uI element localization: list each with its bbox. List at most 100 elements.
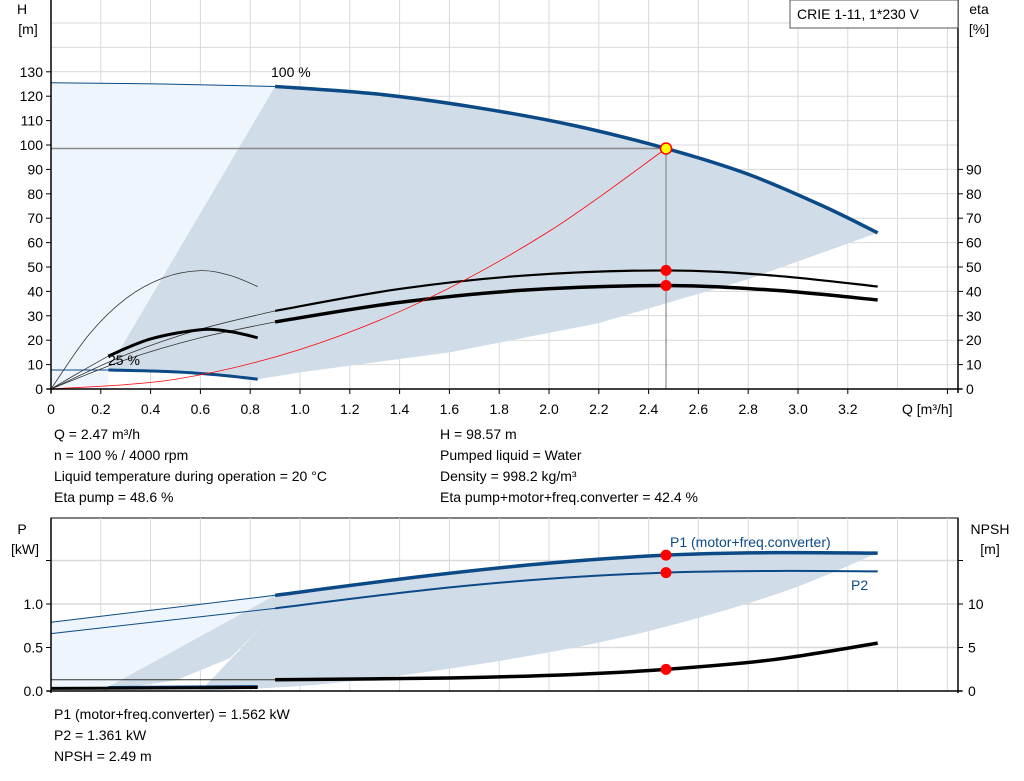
y-axis-unit-p: [kW] bbox=[11, 541, 39, 557]
info-head: H = 98.57 m bbox=[440, 426, 517, 442]
y-axis-label-eta: eta bbox=[969, 1, 989, 17]
info-liquid: Pumped liquid = Water bbox=[440, 447, 582, 463]
curve-eta-pump bbox=[274, 269, 878, 313]
curve-eta-pump-25-thin bbox=[50, 270, 258, 390]
y-tick-label-left: 100 bbox=[20, 137, 44, 153]
p1-series-label: P1 (motor+freq.converter) bbox=[670, 534, 831, 550]
x-tick-label: 1.0 bbox=[290, 401, 310, 417]
power-npsh-chart: 0.0 0.5 1.0 0 5 10 bbox=[24, 517, 984, 699]
x-tick-label: 3.2 bbox=[838, 401, 858, 417]
x-tick-label: 1.2 bbox=[340, 401, 360, 417]
info-npsh: NPSH = 2.49 m bbox=[54, 748, 152, 764]
y-tick-label-left: 70 bbox=[27, 210, 43, 226]
duty-point-eta-pump-marker bbox=[660, 264, 672, 276]
y-tick-label-right: 30 bbox=[966, 308, 982, 324]
y-tick-label-right: 10 bbox=[968, 596, 984, 612]
curve-eta-pump-thin bbox=[50, 310, 276, 390]
x-tick-label: 1.6 bbox=[440, 401, 460, 417]
x-tick-label: 2.0 bbox=[539, 401, 559, 417]
shaded-area-light bbox=[51, 595, 276, 691]
x-tick-label: 1.8 bbox=[489, 401, 509, 417]
y-tick-label-left: 120 bbox=[20, 88, 44, 104]
x-tick-label: 2.2 bbox=[589, 401, 609, 417]
y-axis-label-npsh: NPSH bbox=[971, 521, 1010, 537]
curve-system-curve bbox=[50, 148, 667, 390]
y-tick-label-right: 50 bbox=[966, 259, 982, 275]
duty-point-npsh-marker bbox=[660, 663, 672, 675]
curve-h100-thin bbox=[50, 82, 276, 87]
info-p2: P2 = 1.361 kW bbox=[54, 727, 147, 743]
y-tick-label-right: 40 bbox=[966, 283, 982, 299]
y-axis-label-h: H bbox=[17, 1, 27, 17]
y-tick-label-right: 90 bbox=[966, 161, 982, 177]
info-top-left: Q = 2.47 m³/h n = 100 % / 4000 rpm Liqui… bbox=[54, 424, 327, 508]
info-top-right: H = 98.57 m Pumped liquid = Water Densit… bbox=[440, 424, 698, 508]
shaded-area-light bbox=[51, 82, 276, 389]
info-p1: P1 (motor+freq.converter) = 1.562 kW bbox=[54, 706, 290, 722]
x-tick-label: 1.4 bbox=[390, 401, 410, 417]
curve-h25 bbox=[108, 368, 258, 381]
y-tick-label-right: 20 bbox=[966, 332, 982, 348]
annotation-100-percent: 100 % bbox=[271, 64, 311, 80]
y-tick-label-left: 1.0 bbox=[24, 596, 44, 612]
p2-series-label: P2 bbox=[851, 577, 868, 593]
info-bottom: P1 (motor+freq.converter) = 1.562 kW P2 … bbox=[54, 704, 290, 767]
x-tick-label: 0 bbox=[47, 401, 55, 417]
y-axis-unit-npsh: [m] bbox=[980, 541, 999, 557]
y-tick-label-right: 10 bbox=[966, 357, 982, 373]
y-tick-label-right: 0 bbox=[966, 381, 974, 397]
info-eta-pump: Eta pump = 48.6 % bbox=[54, 489, 174, 505]
info-speed: n = 100 % / 4000 rpm bbox=[54, 447, 189, 463]
y-tick-label-left: 30 bbox=[27, 308, 43, 324]
y-tick-label-left: 10 bbox=[27, 357, 43, 373]
curve-npsh bbox=[275, 641, 878, 682]
y-tick-label-left: 130 bbox=[20, 64, 44, 80]
shaded-area-operating-range bbox=[100, 552, 878, 691]
info-flow: Q = 2.47 m³/h bbox=[54, 426, 140, 442]
curve-eta-total-25-thin bbox=[50, 355, 109, 390]
x-tick-label: 2.6 bbox=[689, 401, 709, 417]
y-tick-label-right: 0 bbox=[968, 683, 976, 699]
curve-npsh-25 bbox=[50, 686, 258, 690]
y-tick-label-left: 0 bbox=[35, 381, 43, 397]
x-tick-label: 3.0 bbox=[788, 401, 808, 417]
y-tick-label-left: 0.5 bbox=[24, 640, 44, 656]
duty-point-p1-marker bbox=[660, 549, 672, 561]
curve-p2 bbox=[274, 569, 878, 610]
curve-eta-total bbox=[274, 283, 878, 324]
y-tick-label-left: 80 bbox=[27, 186, 43, 202]
curve-p1 bbox=[274, 550, 878, 598]
curve-p2-thin bbox=[50, 607, 276, 635]
y-tick-label-left: 0.0 bbox=[24, 683, 44, 699]
duty-point-p2-marker bbox=[660, 567, 672, 579]
y-tick-label-left: 50 bbox=[27, 259, 43, 275]
y-tick-label-right: 60 bbox=[966, 235, 982, 251]
curve-p1-thin bbox=[50, 594, 276, 623]
curve-eta-total-thin bbox=[50, 321, 276, 390]
curve-h100 bbox=[274, 84, 879, 235]
info-temperature: Liquid temperature during operation = 20… bbox=[54, 468, 327, 484]
y-axis-label-p: P bbox=[17, 521, 26, 537]
y-tick-label-left: 90 bbox=[27, 161, 43, 177]
head-efficiency-chart: 0 10 20 30 40 50 60 70 80 90 100 110 120 130 0 10 20 30 40… bbox=[20, 0, 982, 417]
annotation-25-percent: 25 % bbox=[108, 352, 140, 368]
x-tick-label: 2.8 bbox=[738, 401, 758, 417]
y-tick-label-right: 80 bbox=[966, 186, 982, 202]
info-density: Density = 998.2 kg/m³ bbox=[440, 468, 577, 484]
x-tick-label: 2.4 bbox=[639, 401, 659, 417]
info-eta-total: Eta pump+motor+freq.converter = 42.4 % bbox=[440, 489, 698, 505]
y-tick-label-left: 110 bbox=[21, 113, 44, 129]
curve-eta-25 bbox=[107, 327, 259, 358]
y-tick-label-right: 5 bbox=[968, 640, 976, 656]
duty-point-eta-total-marker bbox=[660, 280, 672, 292]
legend-box: CRIE 1-11, 1*230 V bbox=[789, 0, 959, 29]
y-tick-label-left: 20 bbox=[27, 332, 43, 348]
x-tick-label: 0.8 bbox=[240, 401, 260, 417]
y-axis-unit-h: [m] bbox=[18, 21, 37, 37]
x-tick-label: 0.6 bbox=[191, 401, 211, 417]
y-tick-label-left: 60 bbox=[27, 235, 43, 251]
y-axis-unit-eta: [%] bbox=[969, 21, 989, 37]
x-axis-label: Q [m³/h] bbox=[902, 401, 953, 417]
legend-box-text: CRIE 1-11, 1*230 V bbox=[797, 6, 920, 22]
